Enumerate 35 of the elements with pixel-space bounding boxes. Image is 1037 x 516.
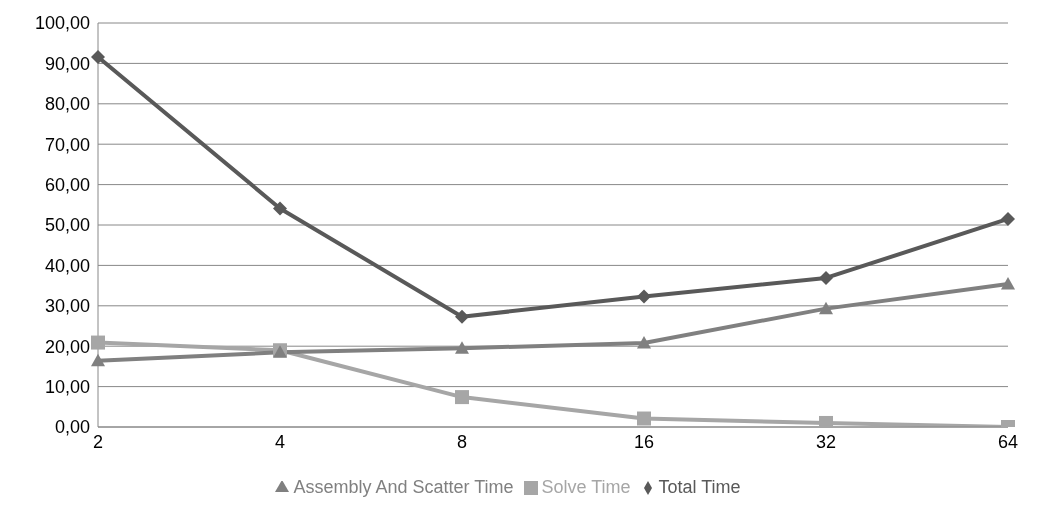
x-tick-label: 64 (997, 431, 1019, 452)
point (819, 301, 833, 315)
legend-label: Solve Time (541, 477, 631, 497)
y-tick-label: 30,00 (44, 296, 90, 317)
point (637, 289, 651, 304)
point (273, 201, 287, 216)
y-tick-label: 70,00 (44, 134, 90, 155)
legend-label: Assembly And Scatter Time (293, 477, 514, 497)
point (455, 390, 469, 405)
y-tick-label: 40,00 (44, 255, 90, 276)
x-tick-label: 32 (815, 431, 837, 452)
point (455, 341, 469, 354)
y-tick-label: 100,00 (34, 13, 90, 34)
x-tick-label: 4 (274, 431, 286, 452)
y-tick-label: 50,00 (44, 215, 90, 236)
point (819, 415, 833, 427)
x-tick-label: 2 (92, 431, 104, 452)
x-tick-label: 8 (456, 431, 468, 452)
point (1001, 276, 1015, 290)
point (1001, 211, 1015, 226)
y-tick-label: 20,00 (44, 336, 90, 357)
y-tick-label: 0,00 (54, 417, 90, 438)
y-tick-label: 80,00 (44, 94, 90, 115)
point (91, 335, 105, 350)
point (819, 270, 833, 285)
point (455, 309, 469, 324)
y-tick-label: 90,00 (44, 53, 90, 74)
legend-label: Total Time (658, 477, 741, 497)
point (637, 411, 651, 426)
x-tick-label: 16 (633, 431, 655, 452)
point (91, 353, 105, 367)
y-tick-label: 60,00 (44, 174, 90, 195)
y-tick-label: 10,00 (44, 376, 90, 397)
point (637, 335, 651, 349)
point (91, 49, 105, 64)
